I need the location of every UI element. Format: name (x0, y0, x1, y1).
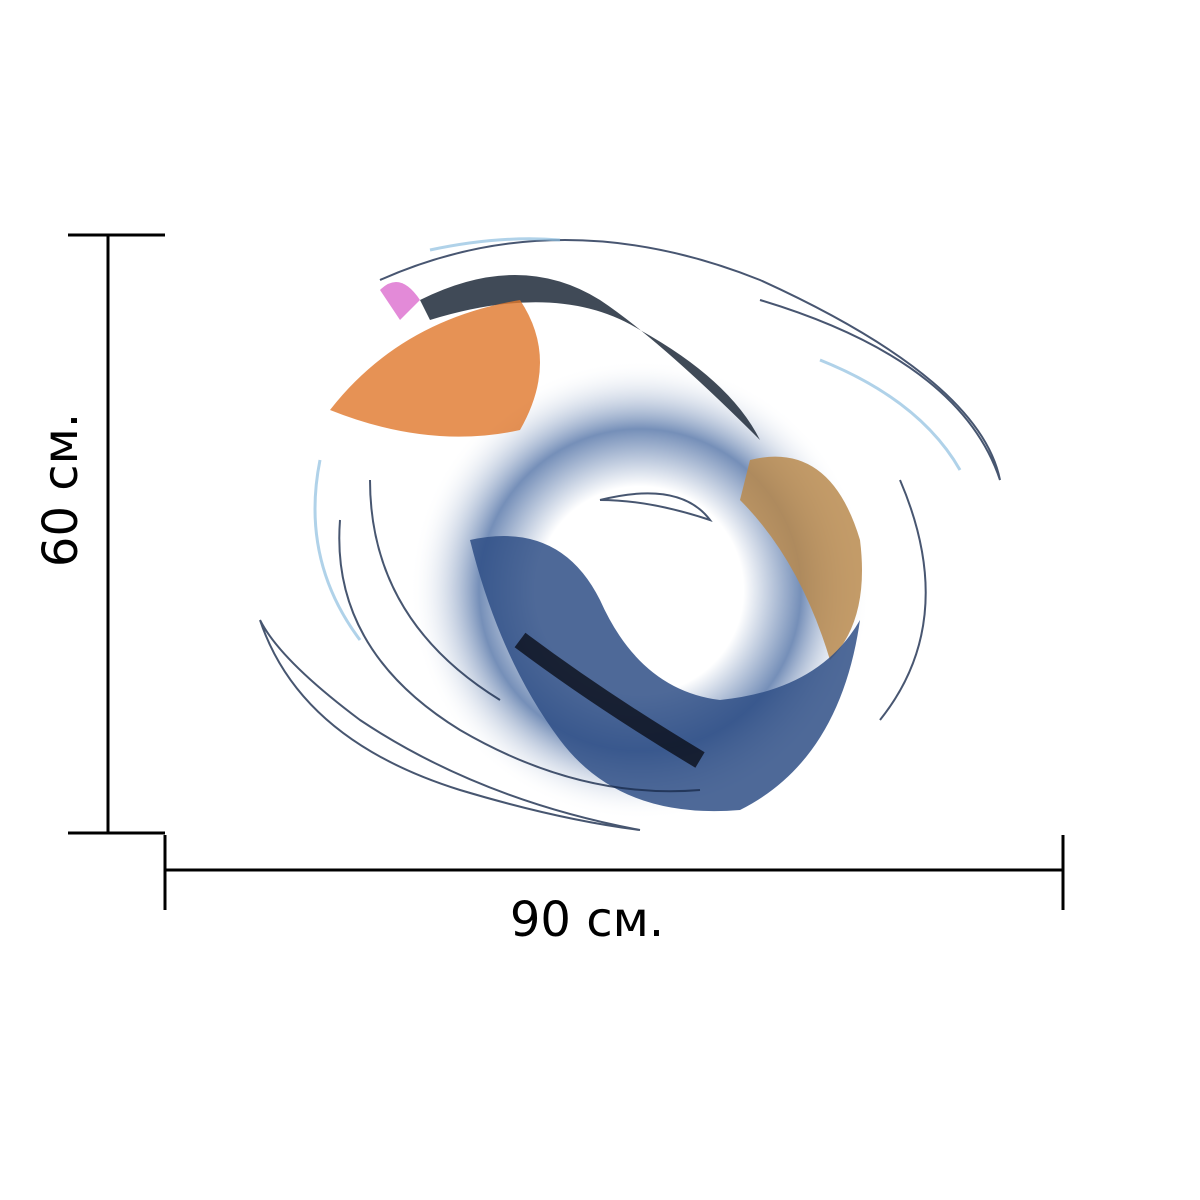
height-label: 60 см. (33, 413, 89, 567)
artwork (165, 235, 1065, 832)
dimension-lines (68, 233, 1065, 910)
width-label: 90 см. (510, 892, 664, 948)
